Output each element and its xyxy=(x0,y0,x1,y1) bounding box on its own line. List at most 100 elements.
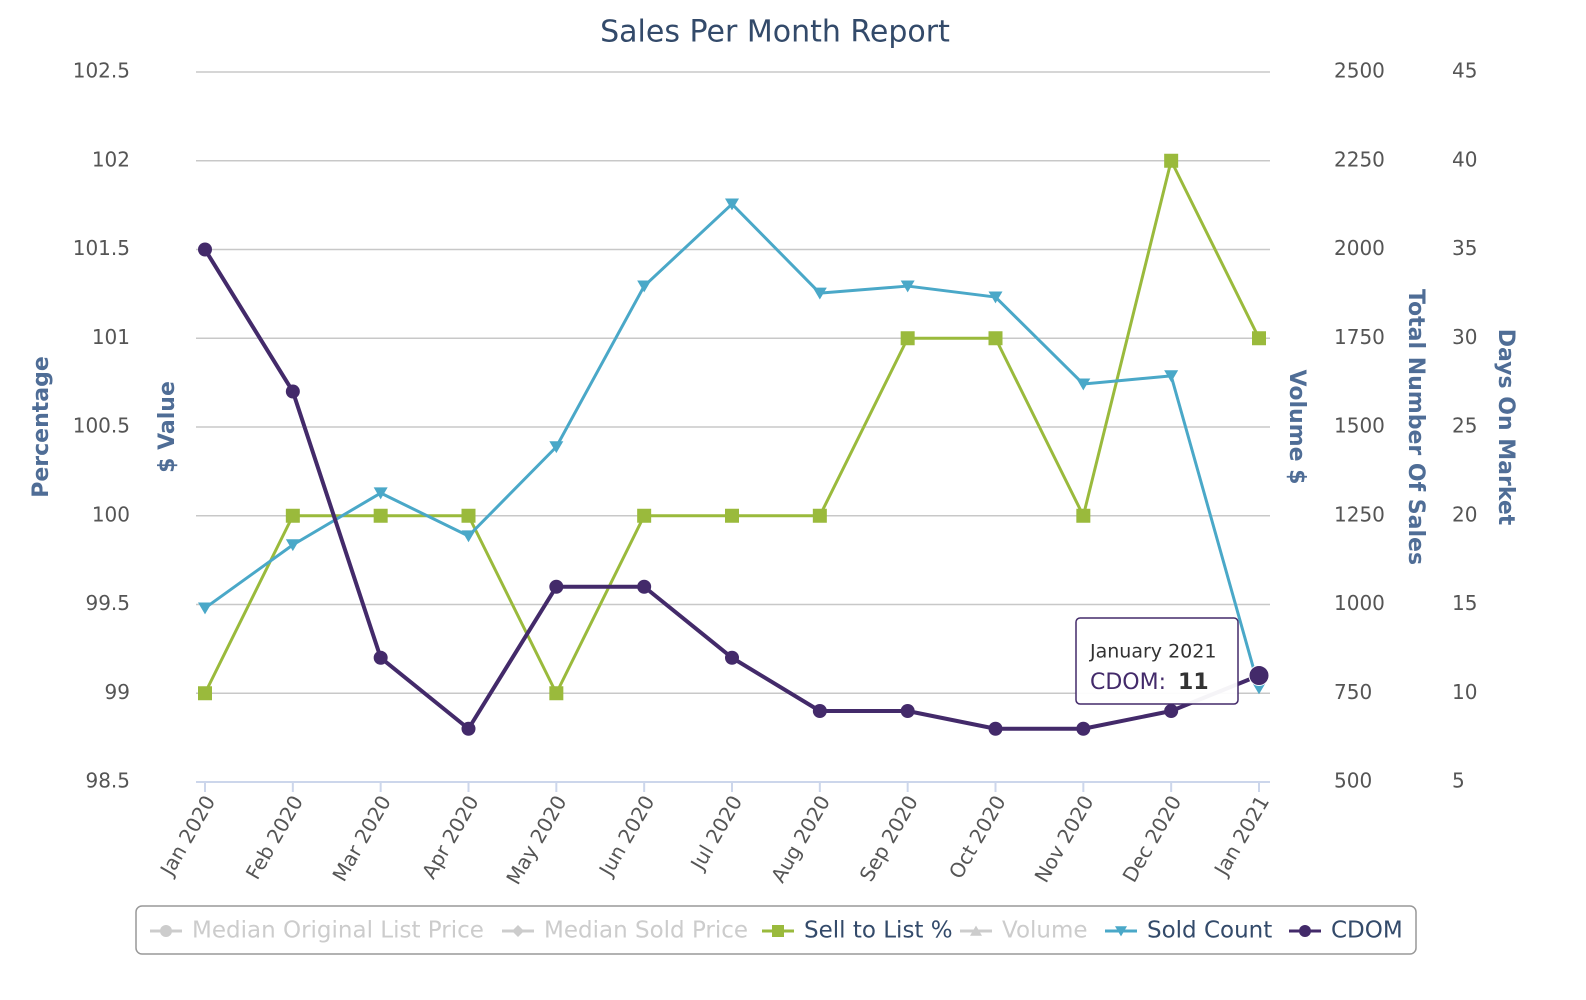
y2-tick-label: 2250 xyxy=(1334,147,1385,171)
legend-label: CDOM xyxy=(1331,918,1403,944)
y2-axis-title: Total Number Of Sales xyxy=(1403,289,1428,565)
marker xyxy=(512,925,524,937)
y3-tick-label: 40 xyxy=(1452,147,1477,171)
y-tick-label: 102 xyxy=(92,147,130,171)
marker xyxy=(549,686,564,701)
y3-axis-title: Days On Market xyxy=(1493,329,1518,526)
marker xyxy=(988,291,1003,304)
x-tick-label: Jun 2020 xyxy=(593,791,659,881)
y-axis-title: $ Value xyxy=(155,381,180,473)
x-tick-label: Sep 2020 xyxy=(854,791,922,885)
y2-tick-label: 1250 xyxy=(1334,502,1385,526)
marker xyxy=(461,721,476,736)
y-tick-label: 102.5 xyxy=(73,59,130,83)
x-tick-label: May 2020 xyxy=(501,791,571,888)
y2-tick-label: 1000 xyxy=(1334,591,1385,615)
legend-item[interactable]: Median Sold Price xyxy=(502,918,748,944)
y3-tick-label: 30 xyxy=(1452,325,1477,349)
marker xyxy=(772,925,784,937)
x-tick-label: Oct 2020 xyxy=(944,791,1011,883)
marker xyxy=(725,508,739,523)
x-tick-label: Jan 2021 xyxy=(1208,791,1274,881)
marker xyxy=(198,242,212,257)
y3-tick-label: 35 xyxy=(1452,236,1477,260)
legend-label: Volume xyxy=(1002,918,1088,944)
y3-tick-label: 15 xyxy=(1452,591,1477,615)
marker xyxy=(1248,665,1270,686)
y3-tick-label: 20 xyxy=(1452,502,1477,526)
marker xyxy=(725,198,739,211)
marker xyxy=(900,280,915,293)
marker xyxy=(285,508,300,523)
chart-title: Sales Per Month Report xyxy=(600,15,950,50)
y-tick-label: 99.5 xyxy=(85,591,130,615)
y-tick-label: 99 xyxy=(105,680,130,704)
marker xyxy=(1076,508,1091,523)
marker xyxy=(988,331,1003,346)
marker xyxy=(637,579,652,594)
marker xyxy=(637,280,652,293)
y3-tick-label: 45 xyxy=(1452,59,1477,83)
x-tick-label: Mar 2020 xyxy=(327,791,395,885)
x-tick-label: Aug 2020 xyxy=(766,791,835,886)
marker xyxy=(461,530,476,543)
tooltip: January 2021 CDOM: 11 xyxy=(1075,617,1239,705)
marker xyxy=(1115,926,1127,937)
marker xyxy=(198,686,212,701)
marker xyxy=(160,925,172,937)
tooltip-title: January 2021 xyxy=(1089,641,1216,663)
marker xyxy=(373,650,388,665)
marker xyxy=(1076,378,1091,391)
x-tick-label: Jul 2020 xyxy=(685,791,747,875)
legend-item[interactable]: Sell to List % xyxy=(762,918,953,944)
marker xyxy=(461,508,476,523)
y-tick-label: 101.5 xyxy=(73,236,130,260)
tooltip-value: 11 xyxy=(1178,670,1209,695)
tooltip-box xyxy=(1075,617,1239,705)
legend-item[interactable]: Sold Count xyxy=(1105,918,1272,944)
legend-item[interactable]: Median Original List Price xyxy=(150,918,484,944)
marker xyxy=(285,539,300,552)
y-tick-label: 98.5 xyxy=(85,769,130,793)
x-tick-label: Apr 2020 xyxy=(417,791,484,883)
marker xyxy=(988,721,1003,736)
legend-label: Sell to List % xyxy=(804,918,953,944)
y2-tick-label: 750 xyxy=(1334,680,1372,704)
marker xyxy=(900,331,915,346)
marker xyxy=(637,508,652,523)
marker xyxy=(198,602,212,615)
y2-tick-label: 1500 xyxy=(1334,414,1385,438)
marker xyxy=(970,925,982,936)
marker xyxy=(1164,370,1179,383)
marker xyxy=(373,508,388,523)
marker xyxy=(373,487,388,500)
y-axis-title: Percentage xyxy=(29,356,54,498)
marker xyxy=(1299,925,1311,937)
tooltip-label: CDOM: xyxy=(1090,670,1166,695)
marker xyxy=(549,579,564,594)
marker xyxy=(812,508,827,523)
legend-label: Sold Count xyxy=(1147,918,1272,944)
y2-tick-label: 500 xyxy=(1334,769,1372,793)
legend-label: Median Original List Price xyxy=(192,918,484,944)
y3-tick-label: 5 xyxy=(1452,769,1465,793)
marker xyxy=(1164,153,1179,168)
x-tick-label: Nov 2020 xyxy=(1029,791,1098,886)
y-tick-label: 100 xyxy=(92,502,130,526)
marker xyxy=(1252,331,1266,346)
y3-tick-label: 10 xyxy=(1452,680,1477,704)
marker xyxy=(549,441,564,454)
marker xyxy=(900,704,915,718)
marker xyxy=(725,650,739,665)
y2-axis-title: Volume $ xyxy=(1284,370,1309,485)
marker xyxy=(812,287,827,300)
x-tick-label: Jan 2020 xyxy=(154,791,220,881)
legend-item[interactable]: Volume xyxy=(960,918,1088,944)
marker xyxy=(1164,704,1179,718)
legend-item[interactable]: CDOM xyxy=(1289,918,1403,944)
x-tick-label: Feb 2020 xyxy=(241,791,308,883)
y3-tick-label: 25 xyxy=(1452,414,1477,438)
marker xyxy=(1076,721,1091,736)
y-tick-label: 101 xyxy=(92,325,130,349)
